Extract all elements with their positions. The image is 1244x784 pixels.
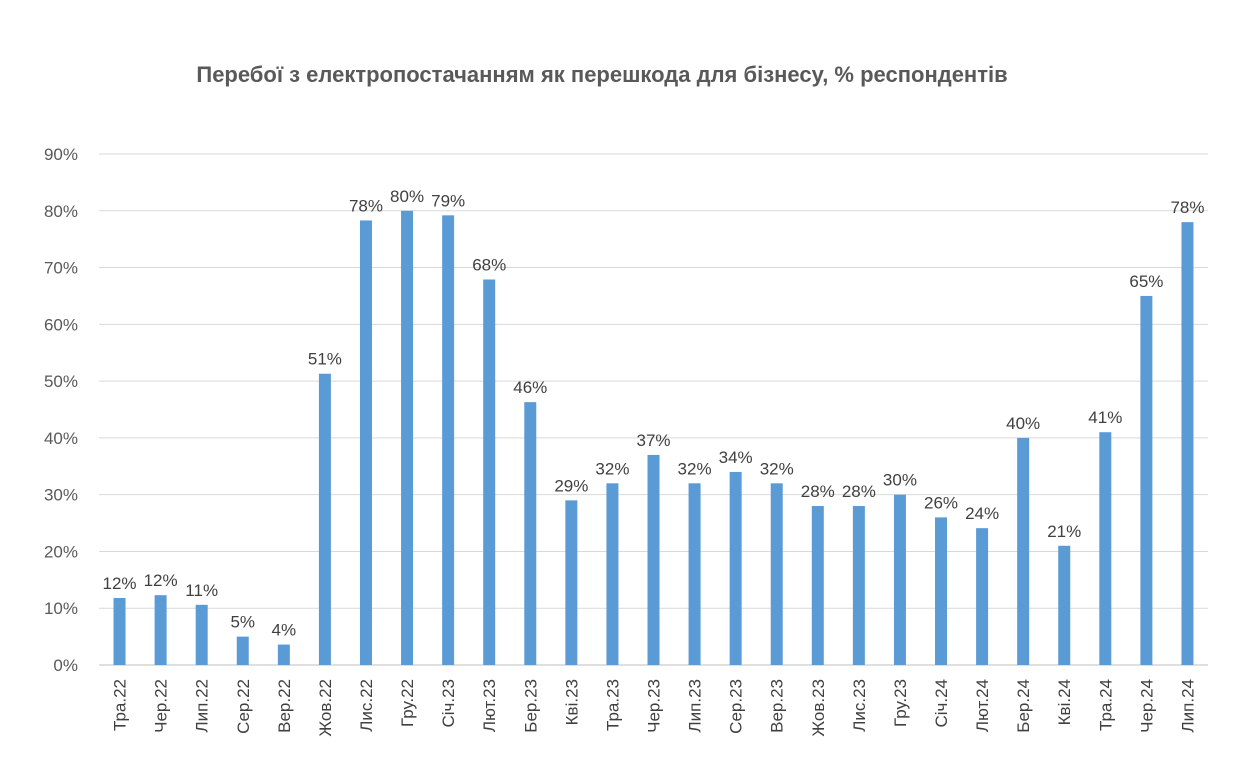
x-tick-label: Гру.23	[891, 679, 910, 727]
bar	[729, 471, 742, 665]
bar	[113, 598, 126, 665]
bar	[277, 644, 290, 665]
data-label: 46%	[513, 378, 547, 397]
x-tick-label: Січ.24	[932, 679, 951, 728]
bar	[1017, 437, 1030, 665]
bar	[1140, 295, 1153, 665]
bar	[852, 506, 865, 665]
data-label: 51%	[308, 350, 342, 369]
x-tick-label: Кві.23	[562, 679, 581, 725]
x-tick-label: Жов.22	[316, 679, 335, 737]
bar	[647, 454, 660, 665]
data-label: 32%	[595, 459, 629, 478]
x-tick-label: Лют.24	[973, 679, 992, 732]
data-label: 4%	[272, 621, 297, 640]
x-tick-label: Кві.24	[1055, 679, 1074, 725]
bar	[318, 373, 331, 665]
bar	[359, 220, 372, 665]
x-tick-label: Чер.23	[645, 679, 664, 733]
y-tick-label: 90%	[44, 145, 78, 164]
data-label: 11%	[185, 581, 218, 600]
data-label: 41%	[1088, 408, 1122, 427]
x-tick-label: Бер.23	[521, 679, 540, 733]
bar	[811, 506, 824, 665]
x-tick-label: Чер.22	[152, 679, 171, 733]
x-tick-label: Чер.24	[1137, 679, 1156, 733]
x-tick-label: Сер.23	[727, 679, 746, 734]
x-tick-label: Вер.23	[768, 679, 787, 733]
x-tick-label: Вер.22	[275, 679, 294, 733]
x-tick-label: Сер.22	[234, 679, 253, 734]
y-tick-label: 10%	[44, 599, 78, 618]
data-label: 24%	[965, 504, 999, 523]
bar	[154, 595, 167, 665]
data-label: 34%	[719, 448, 753, 467]
data-label: 32%	[760, 459, 794, 478]
data-label: 29%	[554, 476, 588, 495]
data-label: 37%	[636, 431, 670, 450]
bar	[935, 517, 948, 665]
bar	[770, 483, 783, 665]
bar	[483, 279, 496, 665]
bar	[442, 215, 455, 665]
data-label: 28%	[801, 482, 835, 501]
x-tick-label: Січ.23	[439, 679, 458, 728]
bar	[1099, 432, 1112, 665]
bar	[1181, 222, 1194, 665]
data-label: 26%	[924, 493, 958, 512]
bar	[236, 636, 249, 665]
x-tick-label: Гру.22	[398, 679, 417, 727]
data-label: 12%	[103, 574, 137, 593]
bar	[606, 483, 619, 665]
data-label: 79%	[431, 191, 465, 210]
x-tick-label: Лип.22	[193, 679, 212, 733]
bar	[1058, 545, 1071, 665]
data-label: 28%	[842, 482, 876, 501]
data-label: 78%	[1170, 198, 1204, 217]
bar	[524, 402, 537, 665]
x-tick-label: Лют.23	[480, 679, 499, 732]
x-tick-label: Жов.23	[809, 679, 828, 737]
bar	[688, 483, 701, 665]
data-label: 80%	[390, 187, 424, 206]
x-tick-label: Лип.24	[1178, 679, 1197, 733]
bar	[565, 500, 578, 665]
data-label: 30%	[883, 471, 917, 490]
bar	[893, 494, 906, 665]
data-label: 68%	[472, 255, 506, 274]
y-tick-label: 30%	[44, 486, 78, 505]
bar	[195, 604, 208, 665]
data-label: 65%	[1129, 272, 1163, 291]
data-label: 12%	[144, 571, 178, 590]
bar	[401, 210, 414, 665]
data-label: 40%	[1006, 414, 1040, 433]
y-tick-label: 50%	[44, 372, 78, 391]
chart-title: Перебої з електропостачанням як перешкод…	[196, 62, 1008, 87]
data-label: 32%	[678, 459, 712, 478]
y-tick-label: 70%	[44, 259, 78, 278]
x-tick-label: Лис.22	[357, 679, 376, 732]
data-label: 78%	[349, 196, 383, 215]
y-tick-label: 20%	[44, 542, 78, 561]
x-tick-label: Тра.24	[1096, 679, 1115, 731]
bar	[976, 528, 989, 665]
data-label: 21%	[1047, 522, 1081, 541]
y-tick-label: 80%	[44, 202, 78, 221]
x-tick-label: Тра.23	[603, 679, 622, 731]
x-tick-label: Бер.24	[1014, 679, 1033, 733]
x-tick-label: Тра.22	[111, 679, 130, 731]
data-label: 5%	[230, 613, 255, 632]
y-tick-label: 0%	[53, 656, 78, 675]
x-tick-label: Лип.23	[686, 679, 705, 733]
x-tick-label: Лис.23	[850, 679, 869, 732]
y-tick-label: 40%	[44, 429, 78, 448]
y-tick-label: 60%	[44, 315, 78, 334]
